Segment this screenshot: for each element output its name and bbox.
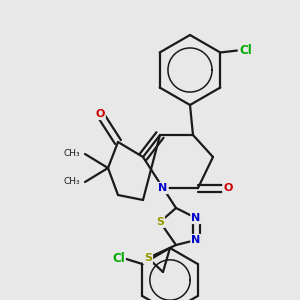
Text: Cl: Cl <box>112 253 125 266</box>
Text: N: N <box>191 213 201 223</box>
Text: S: S <box>156 217 164 227</box>
Text: N: N <box>191 235 201 245</box>
Text: Cl: Cl <box>239 44 252 57</box>
Text: S: S <box>144 253 152 263</box>
Text: CH₃: CH₃ <box>63 149 80 158</box>
Text: N: N <box>158 183 168 193</box>
Text: CH₃: CH₃ <box>63 178 80 187</box>
Text: O: O <box>95 109 105 119</box>
Text: O: O <box>223 183 233 193</box>
